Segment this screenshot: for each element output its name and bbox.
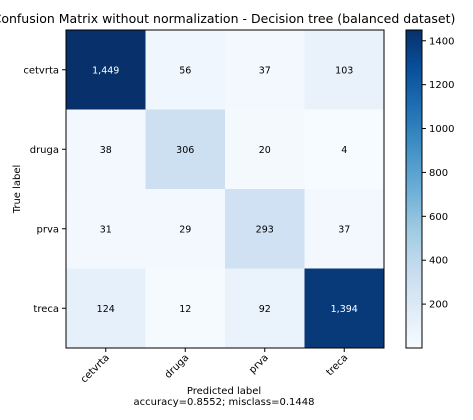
matrix-cell (225, 30, 305, 110)
cell-value-label: 56 (179, 65, 191, 76)
colorbar-tick-label: 200 (429, 300, 448, 311)
cell-value-label: 20 (259, 145, 271, 156)
cell-value-label: 103 (335, 65, 353, 76)
colorbar-tick-label: 800 (429, 168, 448, 179)
matrix-cell (145, 189, 226, 269)
matrix-frame (65, 29, 385, 349)
accuracy-footer: accuracy=0.8552; misclass=0.1448 (134, 397, 315, 408)
colorbar (405, 29, 423, 349)
colorbar-tick-label: 1200 (429, 80, 454, 91)
cell-value-label: 38 (100, 145, 112, 156)
cell-value-label: 37 (338, 224, 350, 235)
matrix-cell (304, 189, 385, 269)
y-axis-ticks: cetvrta druga prva treca (23, 65, 66, 315)
cell-value-label: 1,394 (331, 304, 358, 315)
matrix-cell (66, 189, 146, 269)
x-axis-ticks: cetvrta druga prva treca (79, 348, 350, 385)
colorbar-tick-label: 600 (429, 212, 448, 223)
matrix-cell (145, 268, 226, 349)
cell-value-label: 293 (256, 224, 274, 235)
matrix-cell (225, 189, 305, 269)
matrix-cell (225, 109, 305, 190)
y-tick-label: druga (30, 145, 59, 156)
cell-value-label: 1,449 (92, 65, 119, 76)
x-tick-label: druga (163, 352, 191, 380)
y-tick-label: cetvrta (23, 65, 59, 76)
cell-value-label: 4 (341, 145, 347, 156)
cell-value-label: 29 (179, 224, 191, 235)
x-tick-label: prva (247, 352, 271, 376)
cell-value-label: 306 (176, 145, 194, 156)
matrix-cell-labels: 1,449 56 37 103 38 306 20 4 31 29 293 37 124 12 92 1,39… (92, 65, 358, 315)
x-tick-label: treca (324, 352, 350, 378)
chart-title: Confusion Matrix without normalization -… (0, 11, 455, 26)
matrix-cell (66, 268, 146, 349)
colorbar-tick-label: 1400 (429, 36, 454, 47)
cell-value-label: 31 (100, 224, 112, 235)
cell-value-label: 12 (179, 304, 191, 315)
x-tick-label: cetvrta (79, 352, 112, 385)
matrix-cell (145, 109, 226, 190)
matrix-cell (145, 30, 226, 110)
y-tick-label: prva (36, 224, 59, 235)
colorbar-tick-label: 400 (429, 256, 448, 267)
colorbar-ticks: 200 400 600 800 1000 1200 1400 (422, 36, 454, 311)
matrix-cells (66, 30, 385, 349)
matrix-cell (66, 30, 146, 110)
y-axis-label: True label (12, 165, 23, 215)
matrix-cell (66, 109, 146, 190)
cell-value-label: 124 (97, 304, 115, 315)
matrix-cell (304, 30, 385, 110)
colorbar-tick-label: 1000 (429, 124, 454, 135)
matrix-cell (304, 268, 385, 349)
cell-value-label: 37 (259, 65, 271, 76)
y-tick-label: treca (33, 304, 59, 315)
x-axis-label: Predicted label (187, 386, 261, 397)
matrix-cell (304, 109, 385, 190)
cell-value-label: 92 (259, 304, 271, 315)
matrix-cell (225, 268, 305, 349)
